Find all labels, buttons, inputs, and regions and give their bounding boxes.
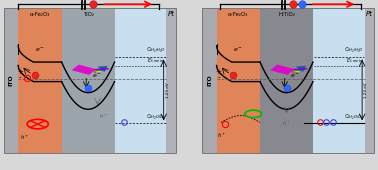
Text: $h^+$: $h^+$ bbox=[282, 119, 291, 128]
Text: -: - bbox=[217, 74, 220, 80]
Bar bbox=[166, 8, 176, 153]
Bar bbox=[202, 8, 217, 153]
Text: $e^-$: $e^-$ bbox=[35, 47, 45, 54]
Text: TiO₂: TiO₂ bbox=[82, 12, 94, 17]
Bar bbox=[202, 8, 374, 153]
Text: Pt: Pt bbox=[167, 11, 174, 18]
Text: α-Fe₂O₃: α-Fe₂O₃ bbox=[29, 12, 50, 17]
Bar bbox=[18, 8, 62, 153]
Bar bbox=[62, 8, 115, 153]
Text: $e^-$: $e^-$ bbox=[233, 47, 243, 54]
Text: $E_{f,\,metal}$: $E_{f,\,metal}$ bbox=[345, 57, 364, 65]
Bar bbox=[260, 8, 313, 153]
Text: +: + bbox=[215, 69, 222, 75]
Text: $e^-$: $e^-$ bbox=[92, 72, 102, 80]
Text: Pt: Pt bbox=[366, 11, 373, 18]
Text: 1.23 eV: 1.23 eV bbox=[364, 82, 368, 98]
Bar bbox=[202, 8, 374, 153]
Text: $h^+$: $h^+$ bbox=[217, 132, 226, 140]
Text: $\emptyset_{H_2/H_2O}$: $\emptyset_{H_2/H_2O}$ bbox=[146, 45, 166, 55]
Text: +: + bbox=[17, 69, 23, 75]
Text: $\emptyset_{H_2/H_2O}$: $\emptyset_{H_2/H_2O}$ bbox=[344, 45, 364, 55]
FancyBboxPatch shape bbox=[71, 65, 96, 75]
Text: $\emptyset_{H_2O/O_2}$: $\emptyset_{H_2O/O_2}$ bbox=[344, 112, 364, 122]
Text: α-Fe₂O₃: α-Fe₂O₃ bbox=[228, 12, 249, 17]
Bar bbox=[4, 8, 18, 153]
Text: $e^-$: $e^-$ bbox=[290, 72, 301, 80]
Text: ITO: ITO bbox=[207, 74, 212, 86]
Bar bbox=[4, 8, 176, 153]
Text: ITO: ITO bbox=[8, 74, 14, 86]
Bar bbox=[365, 8, 374, 153]
Text: $E_{f,\,metal}$: $E_{f,\,metal}$ bbox=[147, 57, 166, 65]
Polygon shape bbox=[296, 66, 306, 72]
Text: $\emptyset_{H_2O/O_2}$: $\emptyset_{H_2O/O_2}$ bbox=[146, 112, 166, 122]
Text: 1.23 eV: 1.23 eV bbox=[166, 82, 170, 98]
Bar bbox=[217, 8, 260, 153]
Text: H:TiO₂: H:TiO₂ bbox=[278, 12, 295, 17]
Text: -: - bbox=[19, 74, 21, 80]
FancyBboxPatch shape bbox=[270, 65, 295, 75]
Text: $h^+$: $h^+$ bbox=[20, 133, 29, 142]
Bar bbox=[4, 8, 176, 153]
Polygon shape bbox=[98, 66, 108, 72]
Text: $h^+$: $h^+$ bbox=[99, 112, 108, 121]
